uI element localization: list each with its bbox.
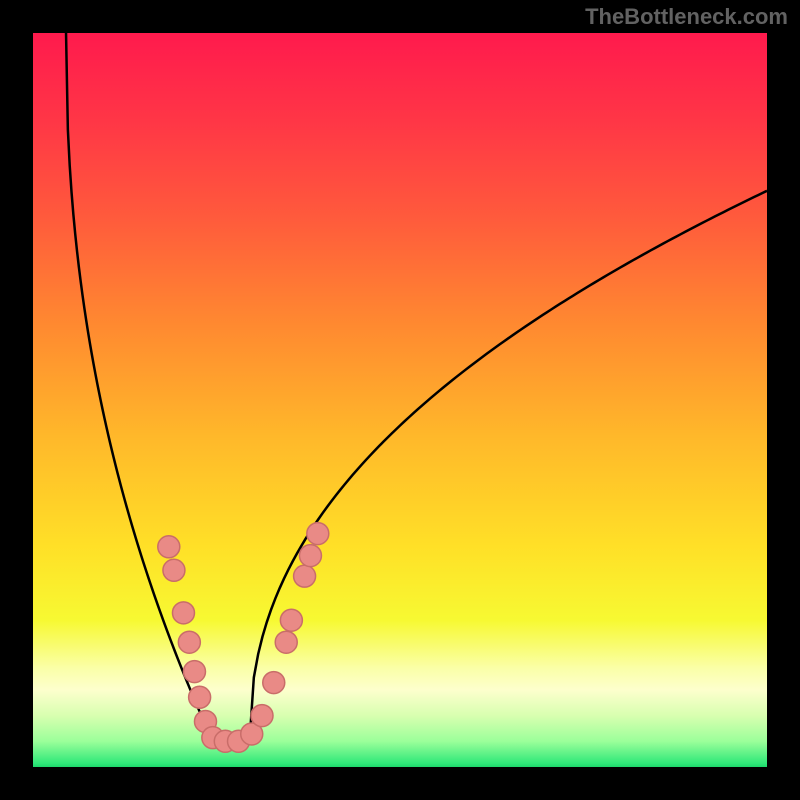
data-point [189,686,211,708]
data-point [307,523,329,545]
data-point [275,631,297,653]
data-point [158,536,180,558]
data-point [294,565,316,587]
data-point [172,602,194,624]
data-point [178,631,200,653]
data-point [280,609,302,631]
plot-background [33,33,767,767]
data-point [299,545,321,567]
chart-frame: TheBottleneck.com [0,0,800,800]
data-point [183,661,205,683]
bottleneck-chart [0,0,800,800]
watermark: TheBottleneck.com [585,4,788,30]
data-point [263,672,285,694]
data-point [163,559,185,581]
data-point [251,705,273,727]
